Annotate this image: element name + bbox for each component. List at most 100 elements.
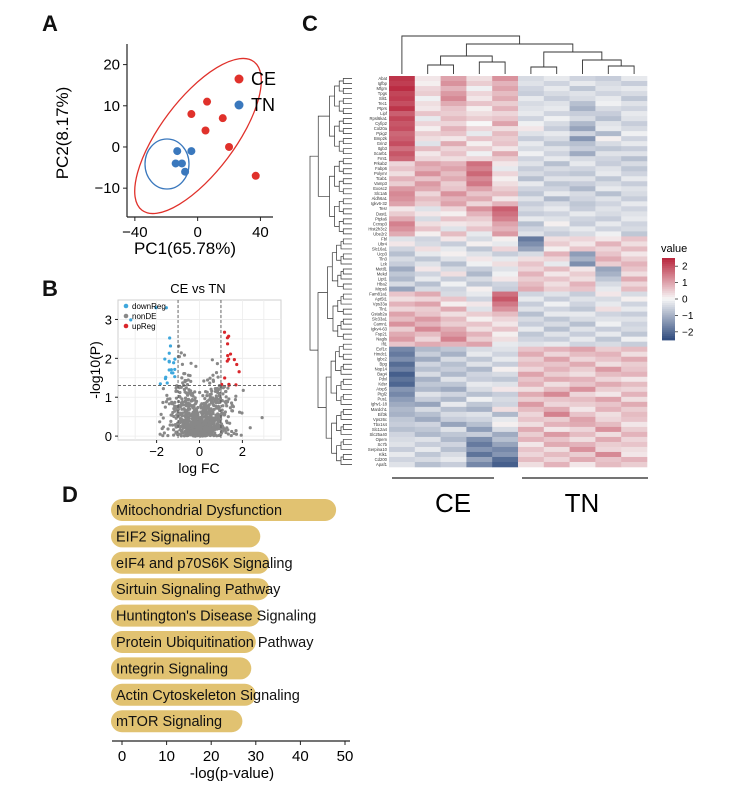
heatmap-cell — [569, 321, 596, 327]
volcano-point-non — [158, 432, 162, 436]
volcano-point-non — [215, 434, 219, 438]
heatmap-cell — [518, 206, 545, 212]
heatmap-cell — [518, 286, 545, 292]
heatmap-cell — [595, 241, 622, 247]
volcano-point-non — [166, 433, 170, 438]
heatmap-cell — [569, 141, 596, 147]
heatmap-cell — [621, 231, 648, 237]
heatmap-cell — [389, 166, 416, 172]
heatmap-cell — [466, 386, 493, 393]
heatmap-legend-swatch — [662, 335, 675, 339]
volcano-point-non — [188, 422, 192, 427]
heatmap-cell — [595, 391, 622, 398]
volcano-point-down — [129, 318, 133, 322]
heatmap-cell — [492, 261, 519, 267]
heatmap-legend-swatch — [662, 303, 675, 306]
volcano-point-non — [234, 394, 238, 398]
heatmap-legend-swatch — [662, 299, 675, 302]
heatmap-cell — [492, 156, 519, 162]
volcano-point-non — [200, 419, 204, 423]
heatmap-gene-label: Bag4 — [377, 372, 387, 377]
heatmap-cell — [595, 296, 622, 302]
volcano-legend: downReg nonDE upReg — [123, 302, 166, 331]
heatmap-cell — [389, 241, 416, 247]
heatmap-cell — [543, 196, 570, 202]
heatmap-cell — [518, 156, 545, 162]
heatmap-cell — [621, 111, 648, 117]
heatmap-cell — [440, 311, 467, 317]
heatmap-cell — [569, 456, 596, 463]
pca-x-label: PC1(65.78%) — [134, 239, 236, 258]
heatmap-cell — [621, 426, 648, 433]
heatmap-cell — [492, 111, 519, 117]
heatmap-cell — [389, 456, 416, 463]
volcano-point-non — [228, 406, 232, 410]
volcano-point-up — [223, 376, 227, 380]
heatmap-cell — [543, 106, 570, 112]
heatmap-cell — [466, 376, 493, 383]
heatmap-cell — [518, 131, 545, 137]
heatmap-cell — [621, 211, 648, 217]
heatmap-cell — [518, 121, 545, 127]
heatmap-cell — [440, 346, 467, 352]
heatmap-cell — [466, 241, 493, 247]
heatmap-cell — [466, 346, 493, 352]
heatmap-cell — [595, 426, 622, 433]
heatmap-dendrogram-branch — [342, 218, 352, 225]
volcano-point-non — [174, 431, 178, 435]
volcano-point-non — [214, 427, 219, 431]
heatmap-cell — [621, 151, 648, 157]
heatmap-cell — [466, 176, 493, 182]
heatmap-cell — [621, 86, 648, 92]
heatmap-cell — [440, 386, 467, 393]
volcano-point-non — [178, 413, 182, 417]
heatmap-cell — [440, 86, 467, 92]
heatmap-cell — [440, 406, 467, 413]
heatmap-gene-label: Mardch1 — [371, 407, 388, 412]
pca-points — [171, 97, 260, 180]
heatmap-cell — [440, 331, 467, 337]
heatmap-cell — [440, 356, 467, 363]
heatmap-dendrogram-branch — [342, 168, 352, 175]
heatmap-cell — [543, 111, 570, 117]
heatmap-cell — [543, 421, 570, 428]
heatmap-cell — [466, 391, 493, 398]
heatmap-cell — [543, 431, 570, 438]
volcano-threshold-lines — [118, 300, 281, 440]
heatmap-cell — [543, 96, 570, 102]
heatmap-cell — [389, 426, 416, 433]
volcano-point-non — [205, 390, 209, 394]
volcano-legend-marker-up — [123, 323, 129, 329]
heatmap-cell — [595, 441, 622, 448]
volcano-point-up — [222, 330, 227, 334]
heatmap-cell — [518, 301, 545, 307]
heatmap-gene-label: Exosc2 — [373, 186, 387, 191]
panel-a-letter: A — [42, 11, 58, 36]
heatmap-cell — [595, 91, 622, 97]
heatmap-cell — [414, 276, 441, 282]
volcano-point-non — [190, 404, 194, 408]
heatmap-legend-swatch — [662, 301, 675, 304]
heatmap-cell — [389, 251, 416, 257]
heatmap-gene-label: Mettl1 — [376, 266, 388, 271]
heatmap-column-dendrogram — [401, 35, 635, 74]
heatmap-gene-label: Ucp3 — [377, 251, 387, 256]
heatmap-cell — [569, 216, 596, 222]
heatmap-cell — [440, 151, 467, 157]
heatmap-cell — [595, 166, 622, 172]
volcano-point-non — [201, 393, 205, 398]
heatmap-cell — [389, 131, 416, 137]
heatmap-cell — [466, 336, 493, 342]
heatmap-cell — [389, 446, 416, 453]
heatmap-cell — [492, 101, 519, 107]
volcano-x-label: log FC — [178, 460, 219, 476]
heatmap-cell — [466, 426, 493, 433]
heatmap-cell — [595, 211, 622, 217]
heatmap-cell — [543, 451, 570, 458]
heatmap-cell — [414, 296, 441, 302]
heatmap-dendrogram-branch — [342, 293, 352, 300]
heatmap-cell — [389, 406, 416, 413]
volcano-point-non — [189, 433, 194, 437]
heatmap-cell — [414, 151, 441, 157]
heatmap-cell — [414, 231, 441, 237]
